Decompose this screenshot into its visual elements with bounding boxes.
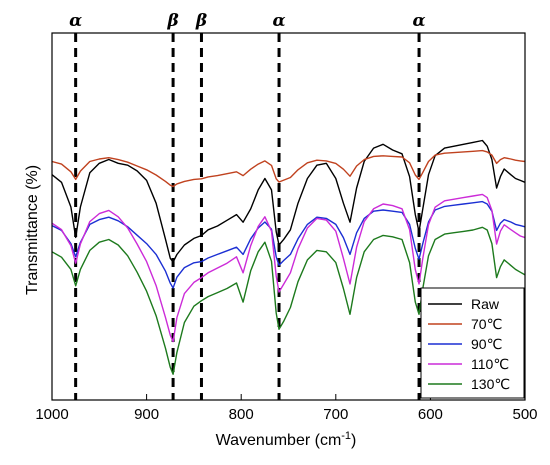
peak-label: α — [413, 11, 426, 31]
series-line-70 — [51, 149, 526, 188]
x-axis-title-main: Wavenumber (cm — [216, 432, 342, 449]
legend: Raw 70℃ 90℃ 110℃ 130℃ — [420, 287, 525, 399]
y-axis-title: Transmittance (%) — [24, 165, 41, 295]
x-tick-label: 700 — [323, 406, 348, 423]
series-line-raw — [51, 139, 526, 263]
peak-label: α — [69, 11, 82, 31]
plot-area: 1000 900 800 700 600 500 — [35, 32, 538, 423]
x-axis-title-close: ) — [351, 432, 356, 449]
series-line-130 — [51, 226, 526, 375]
legend-box — [420, 287, 525, 399]
legend-label: 90℃ — [471, 336, 502, 352]
peak-label: α — [272, 11, 285, 31]
legend-label: 70℃ — [471, 316, 502, 332]
x-tick-label: 900 — [134, 406, 159, 423]
x-tick-label: 500 — [512, 406, 537, 423]
peak-label: β — [195, 11, 207, 31]
legend-label: Raw — [471, 296, 500, 312]
series-line-90 — [51, 200, 526, 289]
legend-label: 130℃ — [471, 376, 510, 392]
x-axis-title: Wavenumber (cm-1) — [216, 430, 357, 449]
x-tick-label: 800 — [229, 406, 254, 423]
series-line-110 — [51, 193, 526, 343]
peak-label: β — [166, 11, 178, 31]
x-axis-title-superscript: -1 — [341, 430, 351, 442]
series-lines — [51, 139, 526, 375]
plot-frame — [51, 32, 526, 401]
legend-label: 110℃ — [471, 356, 509, 372]
x-tick-label: 1000 — [35, 406, 68, 423]
x-tick-label: 600 — [418, 406, 443, 423]
